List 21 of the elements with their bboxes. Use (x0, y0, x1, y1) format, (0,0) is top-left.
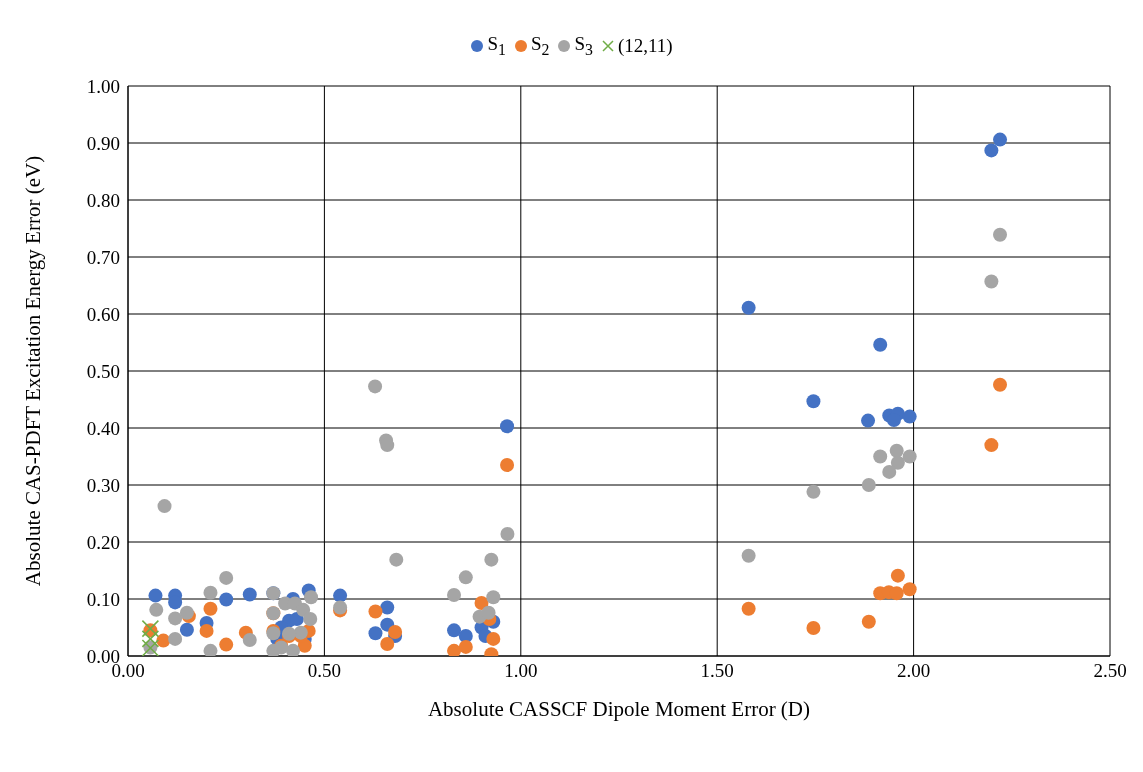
legend-label: S$_{2}$ (530, 33, 550, 59)
legend-label: (12,11) (617, 35, 673, 57)
legend-label: S$_{3}$ (574, 33, 593, 59)
x-tick-label: 2.50 (1093, 660, 1127, 682)
legend-label: S$_{1}$ (487, 33, 506, 59)
y-tick-label: 0.20 (86, 531, 120, 553)
y-tick-label: 0.30 (86, 474, 120, 496)
y-tick-label: 0.60 (86, 303, 120, 325)
y-tick-label: 0.70 (86, 246, 120, 268)
x-tick-label: 0.50 (307, 660, 342, 682)
y-tick-label: 0.40 (86, 417, 120, 439)
y-tick-label: 1.00 (86, 75, 120, 97)
y-axis-title: Absolute CAS-PDFT Excitation Energy Error (eV) (21, 155, 46, 587)
x-axis-title: Absolute CASSCF Dipole Moment Error (D) (427, 697, 811, 721)
y-tick-label: 0.80 (86, 189, 120, 211)
x-tick-label: 1.50 (700, 660, 734, 682)
y-tick-label: 0.50 (86, 360, 120, 382)
x-tick-label: 1.00 (504, 660, 538, 682)
x-tick-label: 2.00 (896, 660, 931, 682)
y-tick-label: 0.90 (86, 132, 120, 154)
y-tick-label: 0.10 (86, 588, 120, 610)
